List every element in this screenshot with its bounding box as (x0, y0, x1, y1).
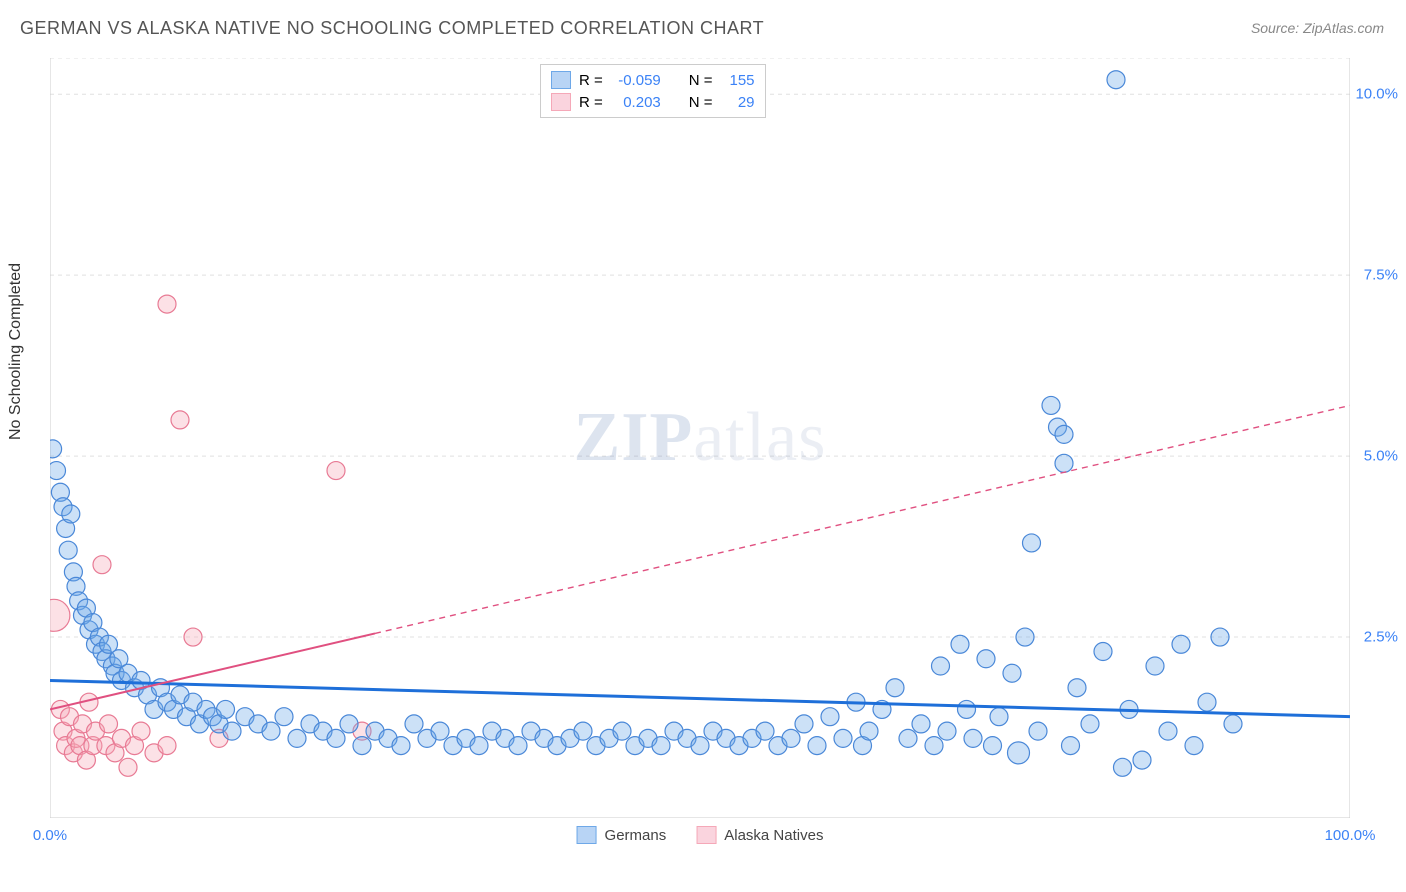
legend-item-germans: Germans (577, 826, 667, 844)
chart-svg (50, 58, 1350, 818)
y-axis-label: No Schooling Completed (7, 263, 25, 440)
y-tick-label: 7.5% (1364, 267, 1398, 284)
chart-title: GERMAN VS ALASKA NATIVE NO SCHOOLING COM… (20, 18, 764, 39)
swatch-alaska-icon (696, 826, 716, 844)
x-tick-label: 0.0% (33, 827, 67, 844)
r-value-germans: -0.059 (611, 72, 661, 89)
r-label: R = (579, 94, 603, 111)
source-attribution: Source: ZipAtlas.com (1251, 20, 1384, 36)
x-tick-label: 100.0% (1325, 827, 1376, 844)
y-tick-label: 5.0% (1364, 448, 1398, 465)
legend-label-alaska: Alaska Natives (724, 827, 823, 844)
series-legend: Germans Alaska Natives (577, 826, 824, 844)
r-label: R = (579, 72, 603, 89)
n-value-alaska: 29 (721, 94, 755, 111)
r-value-alaska: 0.203 (611, 94, 661, 111)
correlation-legend: R = -0.059 N = 155 R = 0.203 N = 29 (540, 64, 766, 118)
n-label: N = (689, 94, 713, 111)
swatch-alaska (551, 93, 571, 111)
n-value-germans: 155 (721, 72, 755, 89)
swatch-germans-icon (577, 826, 597, 844)
plot-area: ZIPatlas R = -0.059 N = 155 R = 0.203 N … (50, 58, 1350, 818)
y-tick-label: 10.0% (1355, 86, 1398, 103)
y-tick-label: 2.5% (1364, 629, 1398, 646)
n-label: N = (689, 72, 713, 89)
legend-row-germans: R = -0.059 N = 155 (551, 69, 755, 91)
swatch-germans (551, 71, 571, 89)
legend-label-germans: Germans (605, 827, 667, 844)
legend-item-alaska: Alaska Natives (696, 826, 823, 844)
legend-row-alaska: R = 0.203 N = 29 (551, 91, 755, 113)
